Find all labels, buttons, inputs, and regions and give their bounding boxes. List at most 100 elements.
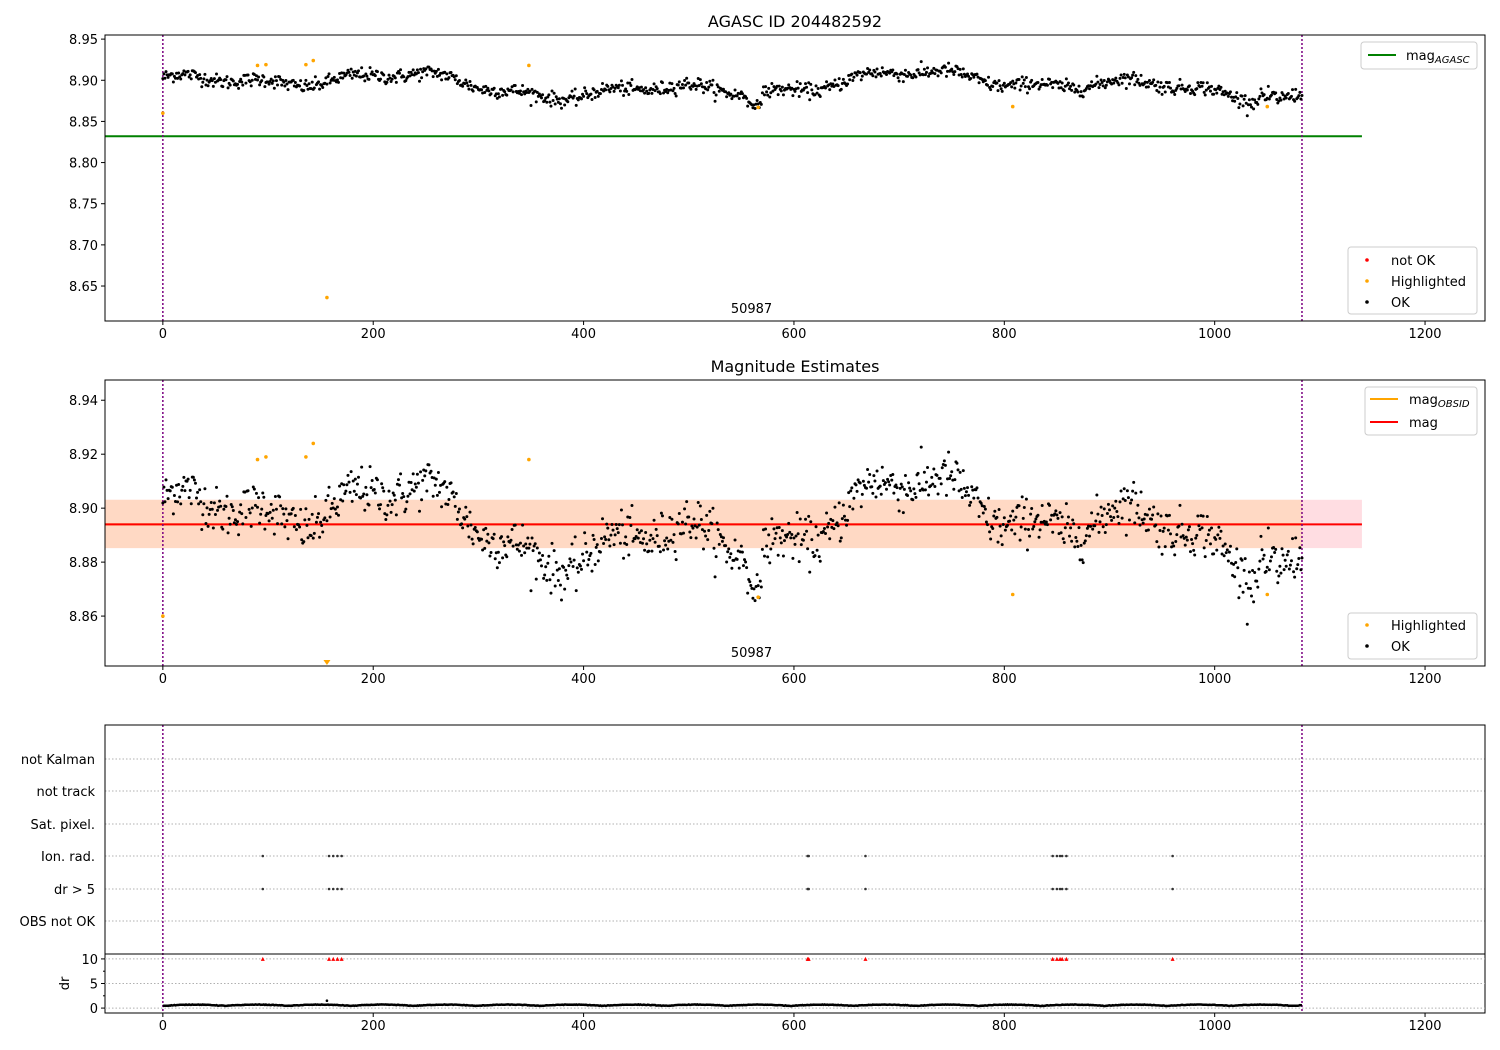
ok-point xyxy=(363,508,367,512)
ok-point xyxy=(1286,91,1290,95)
ok-point xyxy=(630,504,634,508)
ok-point xyxy=(493,557,497,561)
ok-point xyxy=(1207,528,1211,532)
ok-point xyxy=(1172,544,1176,548)
ok-point xyxy=(1221,544,1225,548)
ok-point xyxy=(1100,513,1104,517)
ok-point xyxy=(961,469,965,473)
ok-point xyxy=(1088,534,1092,538)
ok-point xyxy=(179,77,183,81)
ok-point xyxy=(619,508,623,512)
ok-point xyxy=(674,558,678,562)
ok-point xyxy=(314,520,318,524)
highlighted-point xyxy=(264,62,268,67)
ok-point xyxy=(186,69,190,73)
ok-point xyxy=(356,475,360,479)
ok-point xyxy=(1300,93,1304,97)
ok-point xyxy=(530,536,534,540)
ok-point xyxy=(683,507,687,511)
ok-point xyxy=(727,91,731,95)
ok-point xyxy=(333,507,337,511)
ok-point xyxy=(996,89,1000,93)
ok-point xyxy=(672,86,676,90)
ok-point xyxy=(806,547,810,551)
ok-point xyxy=(521,83,525,87)
ok-point xyxy=(1248,103,1252,107)
flag-label: OBS not OK xyxy=(20,915,96,930)
ok-point xyxy=(368,465,372,469)
ok-point xyxy=(903,68,907,72)
ok-point xyxy=(1300,556,1304,560)
ok-point xyxy=(700,528,704,532)
ok-point xyxy=(293,81,297,85)
flag-point xyxy=(261,854,265,858)
ok-point xyxy=(676,522,680,526)
ok-point xyxy=(506,535,510,539)
ok-point xyxy=(906,494,910,498)
ok-point xyxy=(573,535,577,539)
ok-point xyxy=(321,86,325,90)
ok-point xyxy=(697,523,701,527)
ok-point xyxy=(1235,91,1239,95)
ok-point xyxy=(637,531,641,535)
ok-point xyxy=(596,559,600,563)
ok-point xyxy=(1119,73,1123,77)
ok-point xyxy=(212,77,216,81)
ok-point xyxy=(403,510,407,514)
ok-point xyxy=(408,492,412,496)
dr-trace xyxy=(162,1003,1303,1008)
ok-point xyxy=(1121,497,1125,501)
ok-point xyxy=(767,533,771,537)
ok-point xyxy=(699,517,703,521)
ok-point xyxy=(189,502,193,506)
agasc-panel: AGASC ID 204482592509878.658.708.758.808… xyxy=(69,12,1486,342)
ok-point xyxy=(517,549,521,553)
ok-point xyxy=(501,93,505,97)
ok-point xyxy=(901,80,905,84)
ok-point xyxy=(888,483,892,487)
ok-point xyxy=(733,538,737,542)
ok-point xyxy=(1198,527,1202,531)
ok-point xyxy=(879,492,883,496)
ok-point xyxy=(582,94,586,98)
ok-point xyxy=(425,73,429,77)
ok-point xyxy=(658,550,662,554)
ok-point xyxy=(875,67,879,71)
ok-point xyxy=(1267,97,1271,101)
ok-point xyxy=(961,67,965,71)
ok-point xyxy=(399,68,403,72)
ok-point xyxy=(347,480,351,484)
ok-point xyxy=(977,81,981,85)
ok-point xyxy=(1251,569,1255,573)
ok-point xyxy=(1160,92,1164,96)
ok-point xyxy=(298,525,302,529)
ok-point xyxy=(977,514,981,518)
ok-point xyxy=(453,504,457,508)
highlighted-point xyxy=(304,455,308,459)
panel1-xtick-label: 400 xyxy=(571,672,596,687)
ok-point xyxy=(1217,525,1221,529)
ok-point xyxy=(960,75,964,79)
ok-point xyxy=(241,83,245,87)
ok-point xyxy=(644,86,648,90)
ok-point xyxy=(1076,90,1080,94)
panel2-xtick-label: 0 xyxy=(159,1019,167,1034)
ok-point xyxy=(310,512,314,516)
ok-point xyxy=(1255,579,1259,583)
panel1-xtick-label: 600 xyxy=(782,672,807,687)
ok-point xyxy=(1077,526,1081,530)
ok-point xyxy=(263,85,267,89)
ok-point xyxy=(1045,83,1049,87)
ok-point xyxy=(1273,550,1277,554)
ok-point xyxy=(1285,553,1289,557)
panel1-ytick-label: 8.86 xyxy=(69,610,98,625)
ok-point xyxy=(262,495,266,499)
ok-point xyxy=(244,81,248,85)
ok-point xyxy=(624,535,628,539)
ok-point xyxy=(691,526,695,530)
flag-point xyxy=(1065,854,1068,858)
ok-point xyxy=(558,583,562,587)
ok-point xyxy=(682,531,686,535)
highlighted-point xyxy=(161,614,165,618)
panel1-xtick-label: 1000 xyxy=(1198,672,1231,687)
